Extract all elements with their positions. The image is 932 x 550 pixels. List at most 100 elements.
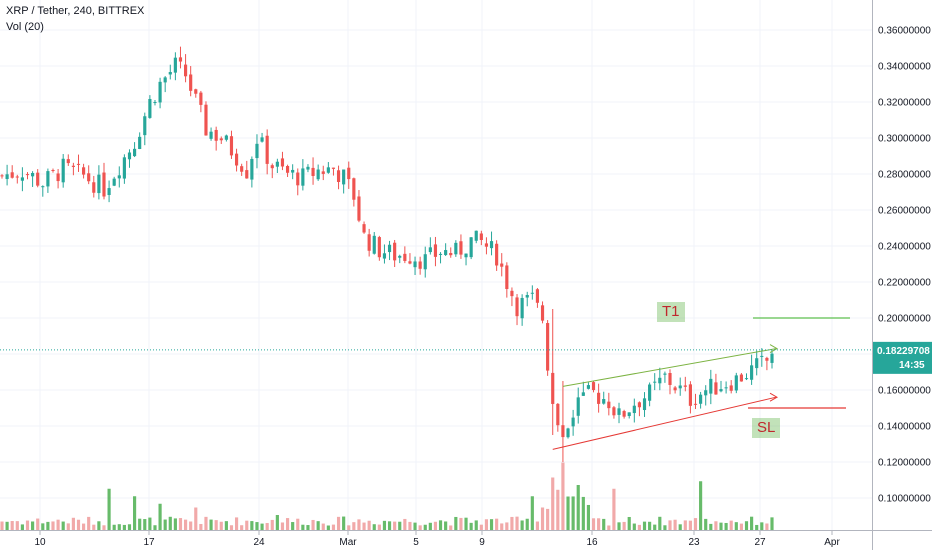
volume-bar bbox=[438, 520, 443, 530]
volume-bar bbox=[530, 496, 534, 530]
candle-body bbox=[393, 242, 397, 261]
price-axis: 0.10000000 0.12000000 0.14000000 0.16000000… bbox=[872, 0, 932, 550]
volume-bar bbox=[627, 516, 631, 530]
volume-bar bbox=[56, 519, 60, 530]
candle-body bbox=[10, 172, 14, 178]
y-tick-label: 0.36000000 bbox=[878, 26, 931, 37]
volume-bar bbox=[153, 525, 157, 530]
volume-bar bbox=[326, 525, 330, 530]
volume-bar bbox=[428, 522, 432, 530]
volume-bar bbox=[367, 520, 371, 530]
candle-body bbox=[535, 289, 540, 303]
volume-bar bbox=[117, 524, 121, 530]
candle-body bbox=[229, 136, 234, 156]
candle-body bbox=[331, 167, 336, 169]
price-badge-countdown: 14:35 bbox=[899, 360, 925, 371]
stop-loss-label: SL bbox=[752, 418, 781, 438]
candle-body bbox=[530, 292, 534, 294]
candle-body bbox=[597, 392, 601, 404]
candle-body bbox=[97, 174, 101, 194]
lower-trend-line bbox=[552, 396, 777, 450]
x-tick-label: Apr bbox=[824, 537, 840, 548]
y-tick-label: 0.24000000 bbox=[878, 242, 931, 253]
volume-bar bbox=[673, 519, 677, 530]
candle-body bbox=[403, 253, 407, 261]
candle-body bbox=[714, 382, 718, 395]
volume-bar bbox=[602, 518, 606, 530]
candle-body bbox=[540, 305, 545, 321]
candle-body bbox=[15, 176, 19, 178]
volume-bar bbox=[173, 518, 177, 530]
volume-bar bbox=[525, 518, 529, 530]
candle-body bbox=[316, 169, 320, 180]
candle-body bbox=[576, 397, 580, 416]
volume-label: Vol (20) bbox=[6, 21, 44, 33]
volume-bar bbox=[265, 523, 269, 530]
y-tick-label: 0.12000000 bbox=[878, 458, 931, 469]
volume-bar bbox=[520, 520, 524, 530]
y-tick-label: 0.20000000 bbox=[878, 314, 931, 325]
volume-bar bbox=[377, 524, 381, 530]
candle-body bbox=[413, 261, 417, 268]
candle-body bbox=[250, 158, 254, 180]
volume-bar bbox=[683, 520, 687, 530]
candle-body bbox=[326, 167, 330, 173]
volume-bar bbox=[505, 522, 509, 530]
candle-body bbox=[438, 253, 443, 255]
candle-body bbox=[275, 161, 279, 167]
candle-body bbox=[734, 375, 738, 391]
candle-body bbox=[469, 237, 473, 258]
volume-bar bbox=[591, 518, 596, 530]
candle-body bbox=[449, 252, 453, 256]
volume-bar bbox=[678, 524, 682, 530]
candle-body bbox=[260, 137, 264, 142]
volume-bar bbox=[658, 516, 662, 530]
candle-body bbox=[56, 173, 60, 182]
volume-bar bbox=[194, 507, 198, 530]
candle-body bbox=[398, 255, 402, 258]
volume-bar bbox=[372, 524, 376, 530]
candle-body bbox=[46, 171, 50, 187]
candle-body bbox=[495, 243, 499, 266]
candle-body bbox=[586, 385, 591, 389]
volume-bar bbox=[92, 524, 96, 530]
y-tick-label: 0.22000000 bbox=[878, 278, 931, 289]
candle-body bbox=[148, 98, 152, 118]
volume-bar bbox=[97, 521, 101, 530]
candle-body bbox=[387, 244, 392, 253]
volume-bar bbox=[275, 515, 279, 530]
volume-bar bbox=[744, 521, 749, 530]
candle-body bbox=[637, 402, 641, 408]
volume-bar bbox=[729, 520, 733, 530]
volume-bar bbox=[510, 516, 514, 530]
candle-body bbox=[515, 297, 519, 317]
candle-body bbox=[729, 385, 733, 391]
volume-bar bbox=[336, 516, 341, 530]
volume-bar bbox=[352, 522, 356, 530]
volume-bar bbox=[561, 462, 565, 530]
volume-bar bbox=[387, 521, 392, 530]
volume-bar bbox=[5, 521, 9, 530]
volume-bar bbox=[168, 516, 172, 530]
price-badge bbox=[873, 341, 932, 374]
candle-body bbox=[36, 172, 40, 186]
volume-bar bbox=[82, 523, 86, 530]
candle-body bbox=[234, 153, 239, 166]
volume-bar bbox=[199, 523, 203, 530]
volume-bar bbox=[495, 518, 499, 530]
candle-body bbox=[648, 384, 652, 401]
volume-bar bbox=[413, 522, 417, 530]
volume-bar bbox=[25, 520, 30, 530]
y-tick-label: 0.14000000 bbox=[878, 422, 931, 433]
volume-bar bbox=[306, 525, 310, 530]
volume-bar bbox=[214, 520, 218, 530]
volume-bar bbox=[209, 519, 213, 530]
candle-body bbox=[489, 241, 494, 249]
candle-body bbox=[612, 407, 616, 416]
volume-bar bbox=[693, 518, 698, 530]
volume-bar bbox=[540, 507, 545, 530]
volume-bar bbox=[398, 521, 402, 530]
volume-bar bbox=[15, 521, 19, 530]
volume-bar bbox=[464, 517, 468, 530]
